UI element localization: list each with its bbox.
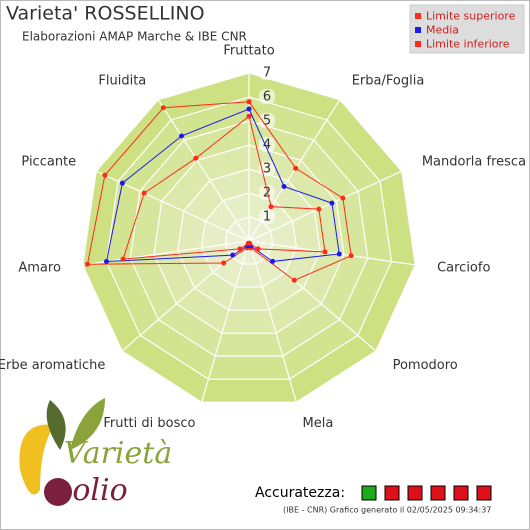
tick-label-bg	[259, 89, 275, 104]
accuracy-box	[430, 485, 446, 501]
logo-leaf	[70, 398, 105, 450]
accuracy-box	[384, 485, 400, 501]
legend-box	[409, 4, 525, 54]
data-point	[119, 180, 125, 186]
accuracy-label: Accuratezza:	[255, 485, 345, 501]
r-tick-label: 1	[263, 210, 271, 225]
data-point	[246, 106, 252, 112]
data-point	[322, 249, 328, 255]
accuracy-box	[453, 485, 469, 501]
data-point	[329, 200, 335, 206]
data-point	[255, 246, 261, 252]
logo-shape	[19, 424, 56, 495]
radar-grid	[82, 72, 416, 403]
r-tick-label: 3	[263, 162, 271, 177]
tick-label-bg	[259, 65, 275, 80]
data-point	[84, 261, 90, 267]
data-point	[237, 246, 243, 252]
logo-olive	[44, 478, 72, 506]
data-point	[221, 260, 227, 266]
data-point	[291, 277, 297, 283]
data-point	[160, 105, 166, 111]
logo-text: Varietà	[64, 436, 172, 471]
data-point	[340, 195, 346, 201]
legend-label: Limite inferiore	[426, 38, 510, 51]
category-label: Fruttato	[223, 44, 274, 59]
legend-marker	[415, 41, 421, 47]
tick-label-bg	[259, 113, 275, 128]
footer: (IBE - CNR) Grafico generato il 02/05/20…	[283, 506, 491, 515]
category-label: Pomodoro	[393, 358, 458, 373]
r-tick-label: 7	[263, 66, 271, 81]
spoke	[201, 240, 250, 403]
data-point	[230, 252, 236, 258]
r-tick-label: 6	[263, 90, 271, 105]
category-label: Amaro	[18, 261, 61, 276]
legend-label: Media	[426, 24, 459, 37]
legend-label: Limite superiore	[426, 10, 516, 23]
tick-label-bg	[259, 209, 275, 224]
data-point	[141, 190, 147, 196]
spoke	[248, 240, 297, 403]
data-point	[179, 133, 185, 139]
spoke	[248, 170, 403, 242]
spoke	[248, 240, 416, 266]
data-point	[246, 99, 252, 105]
category-label: Mandorla fresca	[422, 155, 526, 170]
category-label: Erba/Foglia	[352, 74, 425, 89]
category-label: Carciofo	[437, 261, 490, 276]
logo-text: olio	[72, 473, 127, 508]
data-point	[270, 258, 276, 264]
r-tick-label: 5	[263, 114, 271, 129]
logo-leaf	[46, 400, 66, 450]
spoke	[157, 99, 250, 242]
accuracy-box	[361, 485, 377, 501]
data-point	[193, 155, 199, 161]
category-label: Frutti di bosco	[103, 416, 195, 431]
data-point	[316, 206, 322, 212]
data-point	[102, 172, 108, 178]
legend-marker	[415, 27, 421, 33]
data-point	[293, 165, 299, 171]
data-point	[281, 183, 287, 189]
category-label: Erbe aromatiche	[0, 358, 105, 373]
data-point	[246, 113, 252, 119]
data-point	[268, 204, 274, 210]
tick-label-bg	[259, 185, 275, 200]
legend-marker	[415, 13, 421, 19]
logo: Varietà olio	[19, 398, 172, 508]
data-point	[348, 253, 354, 259]
chart-subtitle: Elaborazioni AMAP Marche & IBE CNR	[22, 30, 247, 44]
r-tick-label: 2	[263, 186, 271, 201]
category-label: Mela	[303, 416, 334, 431]
spoke	[121, 240, 250, 352]
accuracy-box	[407, 485, 423, 501]
accuracy-boxes	[361, 485, 492, 501]
category-label: Piccante	[21, 155, 76, 170]
data-point	[336, 251, 342, 257]
chart-title: Varieta' ROSSELLINO	[6, 3, 205, 25]
r-tick-label: 4	[263, 138, 271, 153]
category-label: Fluidita	[98, 74, 146, 89]
data-point	[120, 256, 126, 262]
accuracy-box	[476, 485, 492, 501]
data-point	[103, 258, 109, 264]
data-point	[245, 240, 251, 246]
